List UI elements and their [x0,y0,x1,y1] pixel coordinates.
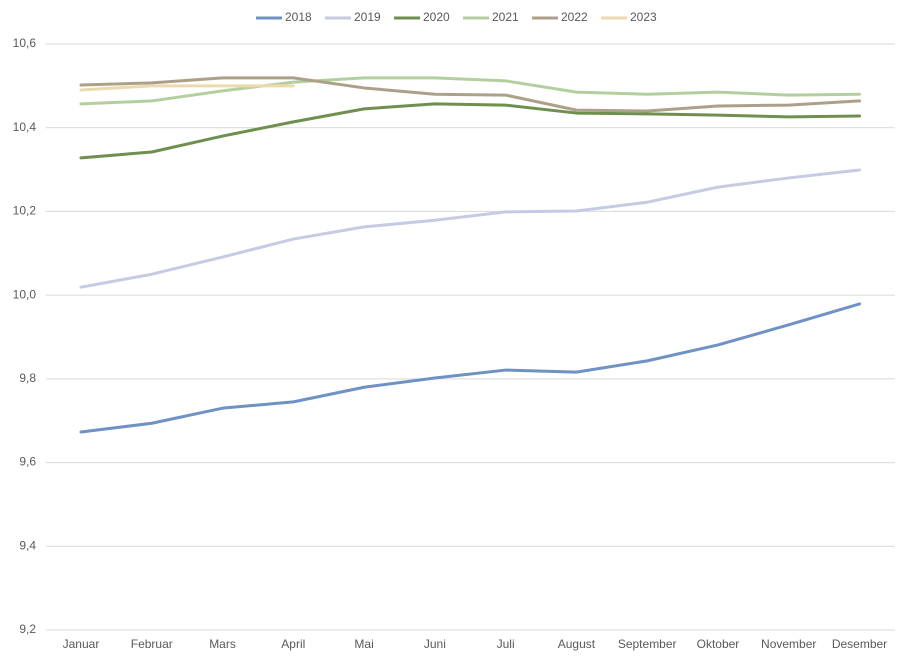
y-tick-label: 10,4 [13,120,37,134]
series-line [79,76,862,106]
legend-label: 2019 [354,10,381,24]
y-tick-label: 9,6 [19,455,36,469]
series-line [79,102,862,160]
y-tick-label: 9,8 [19,371,36,385]
series-line [79,302,862,434]
x-tick-label: April [281,637,305,651]
y-tick-label: 10,2 [13,204,37,218]
legend-label: 2020 [423,10,450,24]
x-tick-label: Oktober [697,637,740,651]
x-tick-label: Juli [497,637,515,651]
x-tick-label: August [558,637,596,651]
x-tick-label: Mai [354,637,373,651]
legend-label: 2021 [492,10,519,24]
x-tick-label: November [761,637,816,651]
y-tick-label: 9,4 [19,538,36,552]
x-tick-label: Mars [209,637,236,651]
series-line [79,84,295,92]
x-tick-label: Desember [832,637,887,651]
series-line [79,76,862,113]
y-tick-label: 9,2 [19,622,36,636]
x-tick-label: Juni [424,637,446,651]
legend-label: 2022 [561,10,588,24]
y-tick-label: 10,6 [13,36,37,50]
x-tick-label: September [618,637,677,651]
legend-label: 2018 [285,10,312,24]
legend-label: 2023 [630,10,657,24]
series-line [79,168,862,289]
x-tick-label: Januar [63,637,100,651]
x-tick-label: Februar [131,637,173,651]
y-tick-label: 10,0 [13,287,37,301]
